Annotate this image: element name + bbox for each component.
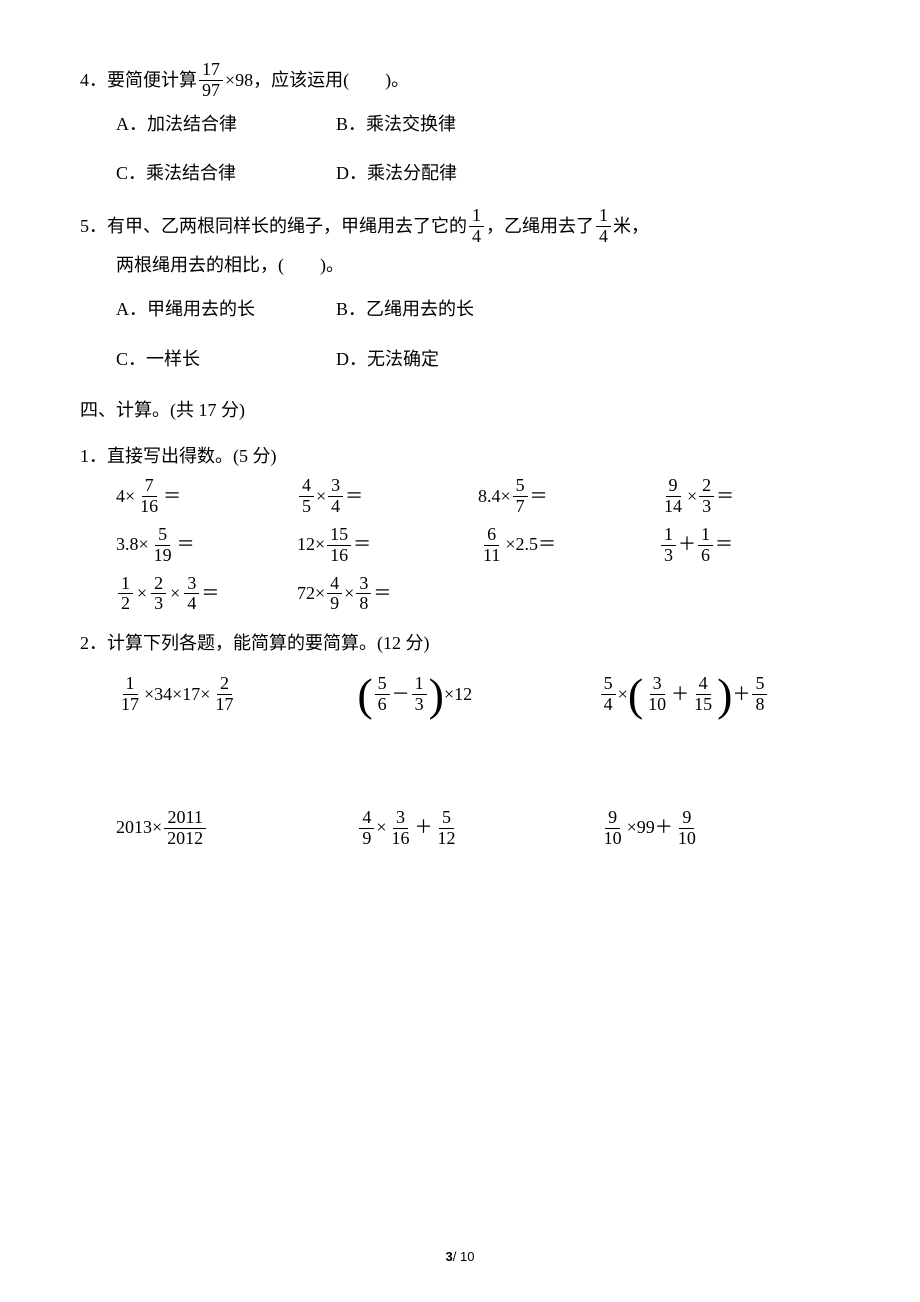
frac: 34 [328, 476, 343, 517]
frac: 117 [118, 674, 142, 715]
mental-2-4: 13 ＋ 16 ＝ [659, 525, 840, 566]
frac: 34 [184, 574, 199, 615]
frac: 519 [151, 525, 175, 566]
rparen-icon: ) [717, 672, 732, 718]
frac: 38 [356, 574, 371, 615]
section-4-2-title: 2．计算下列各题，能简算的要简算。(12 分) [80, 624, 840, 664]
footer-total: / 10 [453, 1249, 475, 1264]
mental-3-1: 12 × 23 × 34 ＝ [116, 574, 297, 615]
rparen-icon: ) [429, 672, 444, 718]
calc2-1-3: 54 × ( 310 ＋ 415 ) ＋ 58 [599, 672, 840, 718]
mental-1-1: 4× 716 ＝ [116, 476, 297, 517]
calc2-2-3: 910 ×99＋ 910 [599, 808, 840, 849]
frac: 415 [691, 674, 715, 715]
calc2-2-1: 2013× 20112012 [116, 808, 357, 849]
mental-1-2: 45 × 34 ＝ [297, 476, 478, 517]
frac: 58 [752, 674, 767, 715]
q5-choices-row1: A．甲绳用去的长 B．乙绳用去的长 [80, 290, 840, 330]
q4-post: ×98，应该运用( )。 [225, 61, 409, 101]
mental-row-2: 3.8× 519 ＝ 12× 1516 ＝ 611 ×2.5＝ 13 ＋ 16 … [80, 525, 840, 566]
mental-3-2: 72× 49 × 38 ＝ [297, 574, 478, 615]
page-footer: 3/ 10 [0, 1243, 920, 1272]
q5-choice-b: B．乙绳用去的长 [336, 290, 556, 330]
q4-pre: 要简便计算 [107, 61, 197, 101]
mental-row-1: 4× 716 ＝ 45 × 34 ＝ 8.4× 57 ＝ 914 × 23 ＝ [80, 476, 840, 517]
q5-frac2: 1 4 [596, 206, 611, 247]
question-5: 5． 有甲、乙两根同样长的绳子，甲绳用去了它的 1 4 ，乙绳用去了 1 4 米… [80, 206, 840, 379]
section-4-1-title: 1．直接写出得数。(5 分) [80, 437, 840, 477]
frac: 57 [513, 476, 528, 517]
frac: 611 [480, 525, 503, 566]
times: × [170, 574, 180, 614]
frac: 54 [601, 674, 616, 715]
frac: 716 [137, 476, 161, 517]
frac: 13 [412, 674, 427, 715]
q5-stem1: 5． 有甲、乙两根同样长的绳子，甲绳用去了它的 1 4 ，乙绳用去了 1 4 米… [80, 206, 840, 247]
lparen-icon: ( [628, 672, 643, 718]
frac: 512 [434, 808, 458, 849]
calc2-1-2: ( 56 － 13 ) ×12 [357, 672, 598, 718]
frac: 13 [661, 525, 676, 566]
frac: 16 [698, 525, 713, 566]
q5-number: 5． [80, 207, 107, 247]
frac: 910 [675, 808, 699, 849]
q4-stem: 4． 要简便计算 17 97 ×98，应该运用( )。 [80, 60, 840, 101]
q5-t2: ，乙绳用去了 [486, 207, 594, 247]
mental-1-4: 914 × 23 ＝ [659, 476, 840, 517]
frac: 23 [151, 574, 166, 615]
frac: 316 [388, 808, 412, 849]
q4-choice-a: A．加法结合律 [116, 105, 336, 145]
q4-number: 4． [80, 61, 107, 101]
mental-1-3: 8.4× 57 ＝ [478, 476, 659, 517]
q4-choice-b: B．乘法交换律 [336, 105, 556, 145]
lparen-icon: ( [357, 672, 372, 718]
section-4-title: 四、计算。(共 17 分) [80, 391, 840, 431]
q4-choices-row2: C．乘法结合律 D．乘法分配律 [80, 154, 840, 194]
frac: 217 [212, 674, 236, 715]
calc2-row-2: 2013× 20112012 49 × 316 ＋ 512 910 ×99＋ 9… [80, 808, 840, 849]
q5-choices-row2: C．一样长 D．无法确定 [80, 340, 840, 380]
q5-choice-d: D．无法确定 [336, 340, 556, 380]
frac: 23 [699, 476, 714, 517]
q5-frac1: 1 4 [469, 206, 484, 247]
q5-t1: 有甲、乙两根同样长的绳子，甲绳用去了它的 [107, 207, 467, 247]
mental-2-3: 611 ×2.5＝ [478, 525, 659, 566]
q5-stem2: 两根绳用去的相比，( )。 [80, 246, 840, 286]
frac: 910 [601, 808, 625, 849]
frac: 45 [299, 476, 314, 517]
mental-2-1: 3.8× 519 ＝ [116, 525, 297, 566]
q4-choices-row1: A．加法结合律 B．乘法交换律 [80, 105, 840, 145]
calc2-2-2: 49 × 316 ＋ 512 [357, 808, 598, 849]
frac: 1516 [327, 525, 351, 566]
calc2-1-1: 117 ×34×17× 217 [116, 672, 357, 718]
calc2-row-1: 117 ×34×17× 217 ( 56 － 13 ) ×12 54 × ( 3… [80, 672, 840, 718]
times: × [137, 574, 147, 614]
frac: 49 [327, 574, 342, 615]
q5-choice-a: A．甲绳用去的长 [116, 290, 336, 330]
mental-2-2: 12× 1516 ＝ [297, 525, 478, 566]
mental-row-3: 12 × 23 × 34 ＝ 72× 49 × 38 ＝ [80, 574, 840, 615]
frac: 914 [661, 476, 685, 517]
footer-page: 3 [446, 1249, 453, 1264]
q5-choice-c: C．一样长 [116, 340, 336, 380]
q4-choice-d: D．乘法分配律 [336, 154, 556, 194]
q5-t3: 米， [613, 207, 649, 247]
frac: 20112012 [164, 808, 206, 849]
frac: 49 [359, 808, 374, 849]
q4-fraction: 17 97 [199, 60, 223, 101]
frac: 310 [645, 674, 669, 715]
q4-choice-c: C．乘法结合律 [116, 154, 336, 194]
frac: 12 [118, 574, 133, 615]
question-4: 4． 要简便计算 17 97 ×98，应该运用( )。 A．加法结合律 B．乘法… [80, 60, 840, 194]
frac: 56 [375, 674, 390, 715]
